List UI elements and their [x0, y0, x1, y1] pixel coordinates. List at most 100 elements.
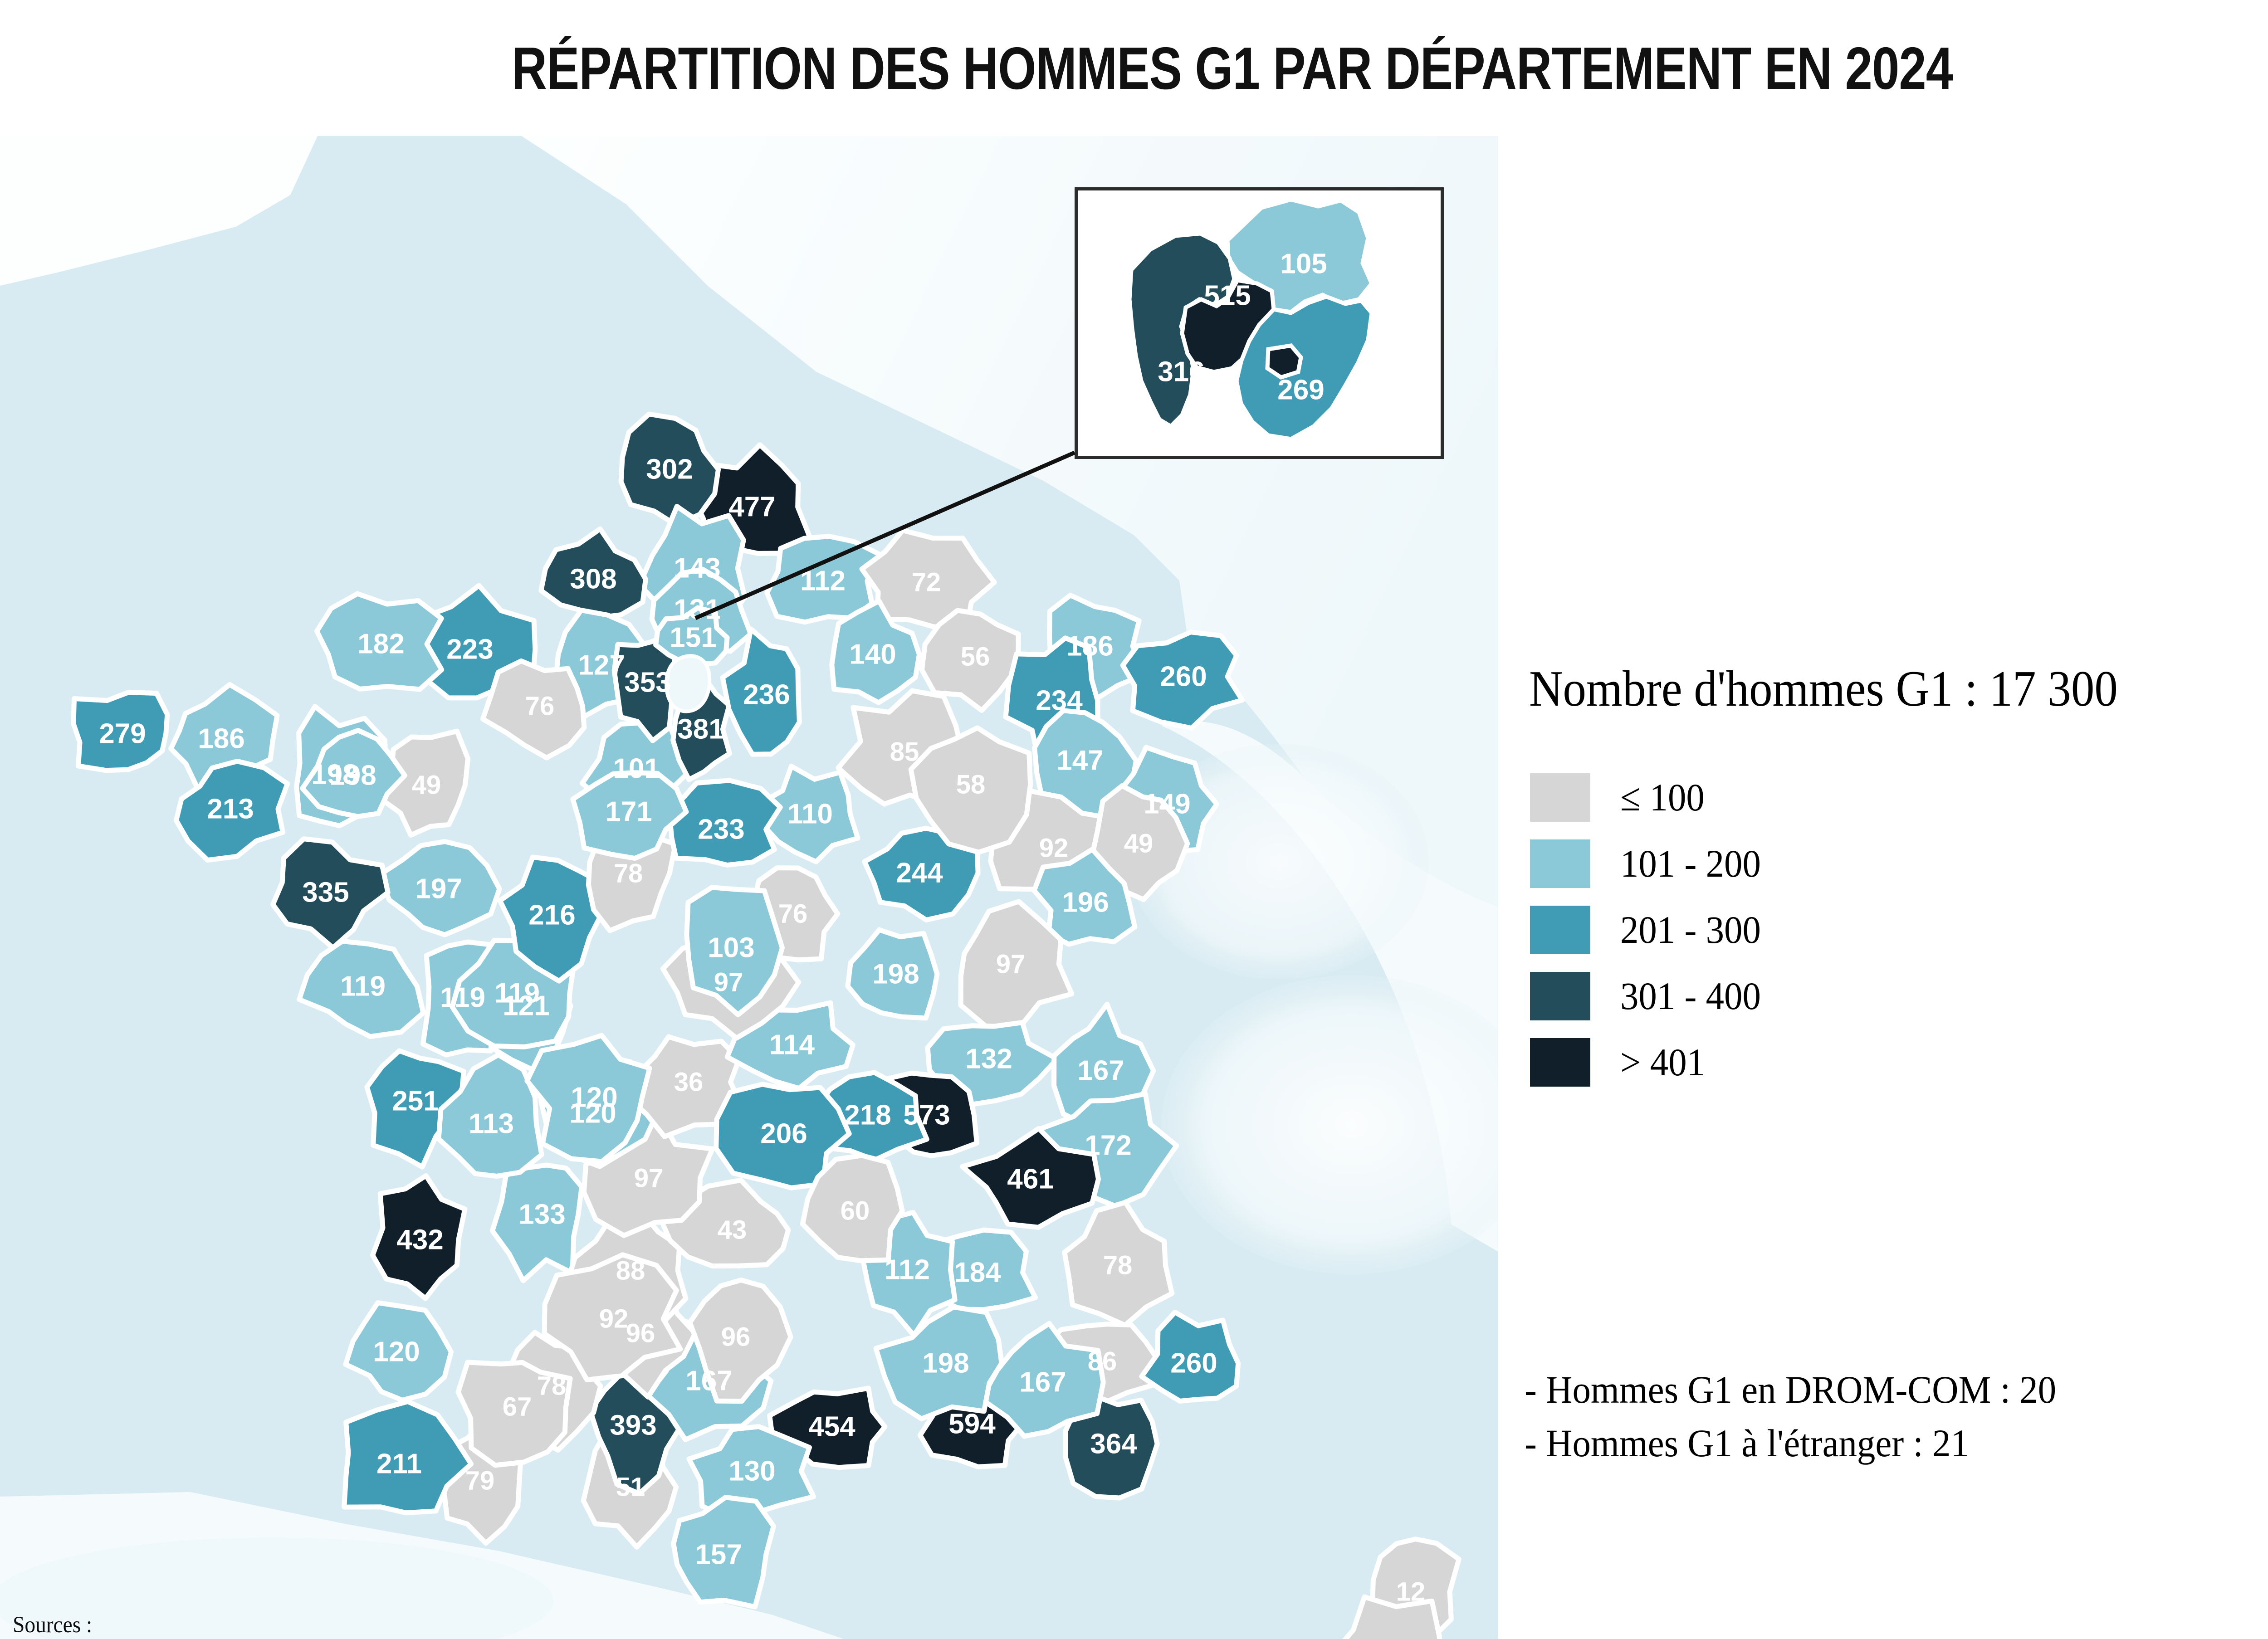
dep-correze[interactable] — [581, 1110, 715, 1238]
dep-lot-et-garonne[interactable] — [455, 1360, 573, 1468]
legend-title: Nombre d'hommes G1 : 17 300 — [1529, 661, 2118, 717]
legend-panel: Nombre d'hommes G1 : 17 300 ≤ 100 101 - … — [1498, 136, 2268, 1639]
petite-couronne-hole — [665, 654, 712, 713]
dep-manche[interactable] — [314, 591, 445, 692]
dep-value-isere: 461 — [1007, 1164, 1054, 1195]
dep-ille-et-vilaine[interactable] — [300, 728, 407, 819]
dep-value-yvelines: 353 — [624, 667, 671, 698]
dep-marne[interactable] — [829, 598, 922, 705]
dep-cantal[interactable] — [542, 1252, 683, 1382]
dep-value-loire: 218 — [844, 1100, 891, 1131]
dep-landes[interactable] — [343, 1300, 454, 1403]
dep-value-pas-de-calais: 302 — [646, 454, 693, 485]
dep-value-orne: 76 — [525, 692, 555, 721]
dep-value-gers: 78 — [537, 1371, 567, 1401]
dep-var[interactable] — [1063, 1394, 1160, 1501]
dep-value-essonne: 381 — [677, 714, 724, 745]
dep-gironde-nord[interactable] — [364, 1048, 466, 1170]
dep-value-correze-w: 120 — [571, 1082, 617, 1113]
dep-pyrenees-atlantiques[interactable] — [342, 1399, 474, 1516]
dep-gard[interactable] — [873, 1304, 1004, 1421]
dep-aude[interactable] — [686, 1424, 816, 1522]
legend-row[interactable]: 101 - 200 — [1530, 830, 1770, 897]
dep-correze-w[interactable] — [524, 1033, 652, 1164]
dep-vendee[interactable] — [297, 938, 426, 1039]
dep-value-dordogne-nord: 113 — [469, 1108, 514, 1140]
dep-value-pyrenees-orientales: 157 — [695, 1539, 742, 1571]
dep-value-maine-et-loire: 197 — [415, 873, 462, 905]
dep-seine-maritime[interactable] — [538, 526, 648, 620]
dep-value-ardeche: 112 — [885, 1254, 930, 1286]
legend-row[interactable]: 201 - 300 — [1530, 897, 1770, 963]
dep-value-hautes-alpes: 78 — [1103, 1251, 1133, 1280]
dep-val-de-marne[interactable] — [1234, 294, 1374, 441]
dep-doubs[interactable] — [908, 725, 1033, 855]
dep-gironde[interactable] — [370, 1173, 468, 1301]
dep-jura[interactable] — [958, 899, 1075, 1031]
legend-label: 301 - 400 — [1620, 974, 1761, 1018]
dep-value-marne: 140 — [849, 639, 896, 670]
dep-corse-du-sud[interactable] — [1332, 1594, 1447, 1639]
dep-value-seine-et-marne: 236 — [743, 679, 790, 711]
legend-row[interactable]: ≤ 100 — [1530, 764, 1770, 830]
dep-value-charente: 121 — [503, 990, 549, 1022]
dep-value-aude: 130 — [728, 1456, 775, 1487]
inset-svg[interactable]: 515 316 105 269 — [1078, 190, 1441, 456]
dep-value-creuse: 36 — [674, 1068, 704, 1097]
dep-pyrenees-orientales[interactable] — [671, 1495, 776, 1610]
dep-value-dordogne: 133 — [518, 1199, 565, 1230]
dep-value-cantal: 92 — [599, 1304, 629, 1334]
dep-loiret[interactable] — [667, 778, 783, 868]
dep-value-vosges: 147 — [1056, 745, 1103, 776]
dep-haute-loire[interactable] — [800, 1153, 905, 1263]
dep-dordogne-nord[interactable] — [436, 1052, 544, 1179]
ile-de-france-inset[interactable]: 515 316 105 269 — [1075, 187, 1444, 459]
dep-hautes-alpes[interactable] — [1062, 1200, 1175, 1328]
dep-value-ain: 132 — [965, 1044, 1012, 1075]
dep-paris[interactable] — [1180, 278, 1276, 374]
dep-value-haute-saone: 49 — [1124, 829, 1154, 859]
dep-paris-bois[interactable] — [1265, 343, 1303, 380]
source-line: Sources : — [13, 1612, 93, 1638]
map-canvas[interactable]: 353 381 236 151 477 302 143 308 131 112 72 140 56 186… — [0, 136, 1498, 1639]
inset-value-seine-saint-denis: 105 — [1280, 249, 1327, 280]
dep-eure-et-loir[interactable] — [570, 770, 689, 861]
dep-value-allier: 114 — [769, 1029, 815, 1061]
dep-isere[interactable] — [960, 1126, 1101, 1230]
dep-finistere[interactable] — [71, 690, 170, 773]
legend-label: ≤ 100 — [1620, 776, 1705, 819]
dep-value-lot-et-garonne: 67 — [503, 1392, 532, 1422]
dep-value-gard: 198 — [922, 1348, 969, 1379]
legend-swatch-gt-401 — [1530, 1038, 1590, 1087]
legend-row[interactable]: > 401 — [1530, 1029, 1770, 1095]
legend-row[interactable]: 301 - 400 — [1530, 963, 1770, 1029]
dep-value-yonne: 110 — [787, 799, 833, 830]
dep-value-vendee: 119 — [340, 971, 386, 1002]
dep-bas-rhin[interactable] — [1120, 629, 1245, 731]
legend-swatch-201-300 — [1530, 905, 1590, 954]
dep-value-haute-corse: 12 — [1396, 1577, 1426, 1607]
dep-value-meurthe-et-moselle: 186 — [1066, 631, 1113, 662]
note-etranger: - Hommes G1 à l'étranger : 21 — [1525, 1421, 1969, 1465]
dep-indre[interactable] — [684, 885, 785, 1017]
dep-loire-atlantique[interactable] — [270, 836, 391, 951]
dep-value-calvados: 223 — [446, 634, 493, 665]
dep-value-oise: 131 — [674, 594, 720, 625]
dep-saone-et-loire[interactable] — [845, 927, 940, 1021]
dep-value-ille-et-vilaine: 198 — [329, 760, 376, 791]
dep-value-mayenne: 198 — [311, 759, 358, 790]
dep-morbihan[interactable] — [174, 759, 290, 863]
dep-alpes-maritimes[interactable] — [1139, 1309, 1241, 1404]
dep-value-savoie: 172 — [1085, 1130, 1131, 1161]
dep-seine-et-marne[interactable] — [720, 626, 802, 757]
dep-aveyron[interactable] — [687, 1278, 793, 1404]
dep-value-cote-dor: 244 — [896, 858, 943, 889]
dep-value-alpes-de-haute-prov: 86 — [1088, 1347, 1117, 1376]
dep-territoire-de-belfort[interactable] — [1031, 847, 1138, 947]
dep-orne[interactable] — [480, 658, 587, 761]
dep-value-manche: 182 — [357, 629, 404, 660]
dep-value-var: 364 — [1090, 1429, 1137, 1460]
dep-meuse[interactable] — [919, 608, 1021, 713]
dep-value-herault: 454 — [808, 1411, 855, 1443]
dep-vienne[interactable] — [497, 854, 607, 984]
